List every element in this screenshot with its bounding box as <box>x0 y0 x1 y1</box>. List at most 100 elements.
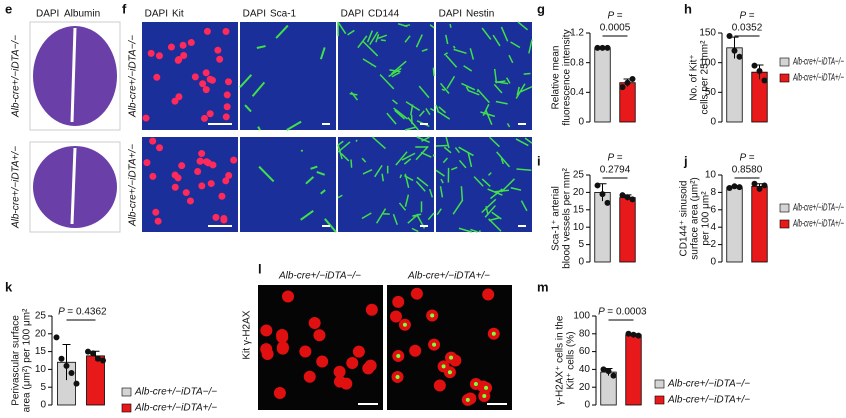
vessel <box>470 228 478 233</box>
row-label: Alb-cre+/−iDTA−/− <box>128 35 139 118</box>
vessel <box>404 194 410 207</box>
y-tick-label: 150 <box>699 28 716 39</box>
micrograph-texture <box>239 24 326 131</box>
y-tick-label: 8 <box>710 187 716 198</box>
p-value: 0.0003 <box>616 307 647 318</box>
micrograph-texture <box>142 27 232 122</box>
vessel <box>375 208 387 224</box>
cell <box>218 192 226 200</box>
foci <box>430 313 435 318</box>
data-point <box>594 182 601 189</box>
data-point <box>756 185 763 192</box>
cell <box>186 197 194 205</box>
vessel <box>412 213 422 217</box>
vessel <box>460 186 464 202</box>
vessel <box>452 45 456 49</box>
vessel <box>500 178 515 193</box>
vessel <box>401 152 416 161</box>
y-tick-label: 50 <box>705 87 717 98</box>
vessel <box>493 68 498 84</box>
nucleus <box>410 287 423 300</box>
data-point <box>736 184 743 191</box>
vessel <box>404 35 411 43</box>
vessel <box>418 85 430 99</box>
y-axis-label: per 100 μm² <box>701 191 712 246</box>
vessel <box>320 189 326 195</box>
data-point <box>619 84 626 91</box>
y-axis-label: Relative mean <box>551 46 562 110</box>
y-tick-label: 60 <box>579 346 591 357</box>
vessel <box>436 208 442 216</box>
vessel <box>505 77 511 84</box>
vessel <box>469 48 475 60</box>
p-value: 0.2794 <box>600 165 631 176</box>
vessel <box>420 151 432 158</box>
cell <box>194 168 202 176</box>
side-label: γ-H2AX <box>242 310 253 345</box>
foci <box>402 322 407 327</box>
vessel <box>515 138 529 147</box>
cell <box>202 69 210 77</box>
legend-label: Alb-cre+/−iDTA+/− <box>667 395 750 406</box>
vessel <box>415 180 426 192</box>
vessel <box>500 157 504 165</box>
vessel <box>258 165 275 183</box>
legend-swatch <box>779 203 790 213</box>
p-label: P = <box>740 153 755 164</box>
vessel <box>494 80 509 85</box>
nucleus <box>482 288 495 301</box>
nucleus <box>346 357 359 370</box>
micrograph <box>387 285 512 410</box>
cell <box>149 137 157 145</box>
micrograph-texture <box>143 137 238 225</box>
vessel <box>463 65 473 72</box>
micrograph <box>436 137 532 232</box>
vessel <box>355 139 358 142</box>
vessel <box>458 146 474 157</box>
tissue <box>33 26 117 126</box>
y-axis-label: Kit⁺ cells (%) <box>566 331 577 389</box>
vessel <box>481 178 491 187</box>
foci <box>432 342 437 347</box>
y-tick-label: 0.4 <box>570 87 584 98</box>
nucleus <box>333 365 346 378</box>
cell <box>182 189 190 197</box>
vessel <box>244 104 252 113</box>
vessel <box>458 227 472 233</box>
y-tick-label: 0 <box>40 400 46 411</box>
y-tick-label: 100 <box>699 57 716 68</box>
data-point <box>53 334 60 341</box>
vessel <box>257 126 261 131</box>
cell <box>222 177 230 185</box>
y-tick-label: 25 <box>573 170 585 181</box>
y-tick-label: 100 <box>573 311 590 322</box>
vessel <box>443 146 452 154</box>
panel-letter: k <box>5 279 13 294</box>
vessel <box>493 83 503 94</box>
vessel <box>439 82 450 94</box>
data-point <box>610 372 617 379</box>
row-label: Alb-cre+/−iDTA+/− <box>128 144 139 227</box>
micrograph <box>240 137 336 232</box>
vessel <box>324 218 337 233</box>
vessel <box>446 75 456 89</box>
image-header: Alb-cre+/−iDTA−/− <box>278 271 361 282</box>
vessel <box>415 34 423 48</box>
vessel <box>476 88 490 104</box>
vessel <box>528 39 533 54</box>
foci <box>484 385 489 390</box>
data-point <box>629 196 636 203</box>
foci <box>395 374 400 379</box>
cell <box>153 73 161 81</box>
y-tick-label: 1.2 <box>570 28 584 39</box>
foci <box>441 364 446 369</box>
vessel <box>374 164 383 178</box>
cell <box>149 172 157 180</box>
nucleus <box>276 331 289 344</box>
vessel <box>275 24 289 39</box>
vessel <box>411 227 419 233</box>
cell <box>142 114 150 122</box>
cell <box>209 161 217 169</box>
data-point <box>600 366 607 373</box>
image-header: DAPI <box>341 9 364 20</box>
